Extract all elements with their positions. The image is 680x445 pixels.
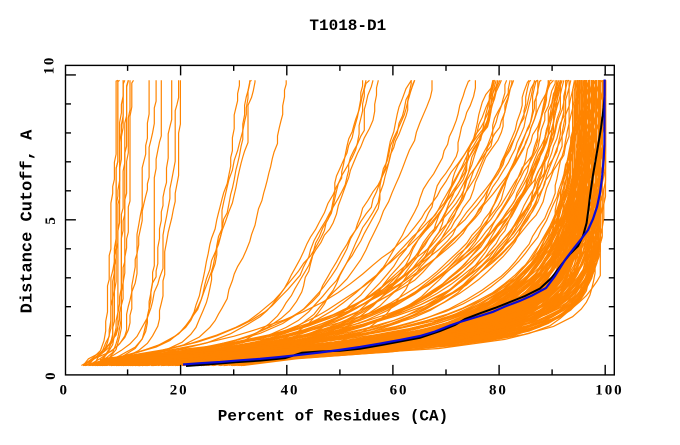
svg-text:T1018-D1: T1018-D1	[309, 17, 386, 35]
svg-text:5: 5	[43, 215, 59, 224]
svg-text:60: 60	[390, 383, 409, 399]
svg-text:10: 10	[42, 56, 58, 75]
svg-text:40: 40	[281, 383, 300, 399]
svg-text:0: 0	[43, 370, 59, 379]
svg-text:0: 0	[59, 383, 68, 399]
svg-text:Distance Cutoff, A: Distance Cutoff, A	[19, 129, 38, 313]
svg-text:Percent of Residues (CA): Percent of Residues (CA)	[218, 408, 448, 426]
svg-text:20: 20	[170, 383, 189, 399]
svg-text:80: 80	[489, 383, 508, 399]
svg-text:100: 100	[595, 383, 623, 399]
